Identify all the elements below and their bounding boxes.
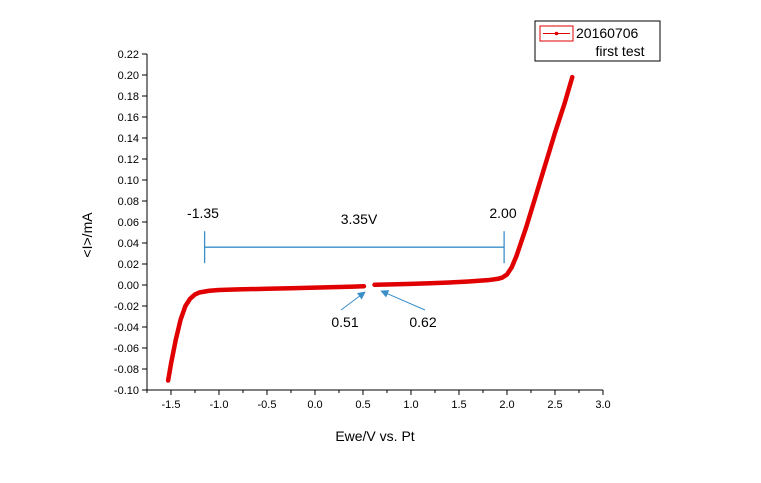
x-tick-label: 1.0 (403, 399, 418, 411)
y-tick-label: -0.06 (114, 343, 139, 355)
y-tick-label: 0.02 (118, 259, 139, 271)
y-tick-label: 0.14 (118, 133, 139, 145)
window-label: 3.35V (341, 211, 378, 227)
x-tick-label: -0.5 (258, 399, 277, 411)
y-axis-title: <I>/mA (79, 212, 95, 258)
y-tick-label: 0.12 (118, 154, 139, 166)
legend-entry-name: 20160706 (576, 25, 639, 41)
y-tick-label: -0.10 (114, 385, 139, 397)
y-tick-label: -0.08 (114, 364, 139, 376)
x-tick-label: 0.0 (307, 399, 322, 411)
gap-right-label: 0.62 (409, 314, 436, 330)
series-layer (165, 74, 575, 383)
y-tick-label: -0.02 (114, 301, 139, 313)
legend-swatch-frame (539, 25, 574, 42)
x-tick-label: 2.0 (499, 399, 514, 411)
y-tick-label: 0.06 (118, 217, 139, 229)
legend-swatch-marker (554, 31, 559, 36)
y-tick-label: 0.08 (118, 196, 139, 208)
series-line (372, 74, 575, 288)
x-tick-label: 2.5 (547, 399, 562, 411)
y-tick-label: 0.04 (118, 238, 139, 250)
left-limit-label: -1.35 (187, 205, 219, 221)
window-annotation: 3.35V -1.35 2.00 (187, 205, 517, 264)
y-tick-label: 0.00 (118, 280, 139, 292)
x-axis-title: Ewe/V vs. Pt (335, 428, 414, 444)
series-line (165, 284, 367, 383)
x-ticks: -1.5 -1.0 -0.5 0.0 0.5 1.0 1.5 2.0 2.5 3.0 (146, 390, 611, 411)
x-tick-label: 3.0 (595, 399, 610, 411)
x-tick-label: -1.0 (210, 399, 229, 411)
gap-right-arrow (380, 290, 426, 311)
y-tick-label: 0.16 (118, 112, 139, 124)
y-tick-label: 0.10 (118, 175, 139, 187)
gap-left-arrow (340, 291, 366, 311)
legend: 20160706 first test (534, 20, 661, 62)
y-ticks: -0.10 -0.08 -0.06 -0.04 -0.02 0.00 0.02 0.04 0.0… (114, 49, 147, 397)
x-tick-label: 1.5 (451, 399, 466, 411)
legend-box (534, 20, 661, 62)
x-tick-label: 0.5 (355, 399, 370, 411)
gap-left-label: 0.51 (331, 314, 358, 330)
y-tick-label: 0.22 (118, 49, 139, 61)
y-tick-label: 0.18 (118, 91, 139, 103)
y-tick-label: -0.04 (114, 322, 139, 334)
gap-annotations: 0.51 0.62 (331, 290, 437, 330)
legend-entry-note: first test (595, 43, 644, 59)
right-limit-label: 2.00 (489, 205, 516, 221)
plot-area: -1.5 -1.0 -0.5 0.0 0.5 1.0 1.5 2.0 2.5 3.0 -0.10-… (114, 49, 611, 411)
y-tick-label: 0.20 (118, 70, 139, 82)
x-tick-label: -1.5 (162, 399, 181, 411)
